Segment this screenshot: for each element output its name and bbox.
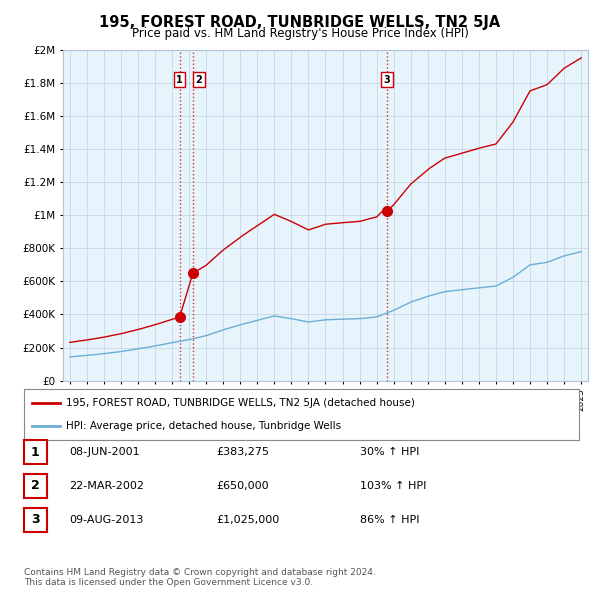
Text: 1: 1	[31, 445, 40, 458]
Text: 2: 2	[196, 75, 202, 85]
Text: £1,025,000: £1,025,000	[216, 514, 279, 525]
Text: 09-AUG-2013: 09-AUG-2013	[69, 514, 143, 525]
Text: 3: 3	[383, 75, 391, 85]
Text: 08-JUN-2001: 08-JUN-2001	[69, 447, 140, 457]
Text: 86% ↑ HPI: 86% ↑ HPI	[360, 514, 419, 525]
Text: Price paid vs. HM Land Registry's House Price Index (HPI): Price paid vs. HM Land Registry's House …	[131, 27, 469, 40]
Text: 22-MAR-2002: 22-MAR-2002	[69, 480, 144, 490]
Text: 103% ↑ HPI: 103% ↑ HPI	[360, 480, 427, 490]
Text: Contains HM Land Registry data © Crown copyright and database right 2024.
This d: Contains HM Land Registry data © Crown c…	[24, 568, 376, 587]
Text: 195, FOREST ROAD, TUNBRIDGE WELLS, TN2 5JA: 195, FOREST ROAD, TUNBRIDGE WELLS, TN2 5…	[100, 15, 500, 30]
Text: £383,275: £383,275	[216, 447, 269, 457]
Text: 2: 2	[31, 479, 40, 492]
Text: 30% ↑ HPI: 30% ↑ HPI	[360, 447, 419, 457]
Text: 3: 3	[31, 513, 40, 526]
Text: 1: 1	[176, 75, 183, 85]
Text: 195, FOREST ROAD, TUNBRIDGE WELLS, TN2 5JA (detached house): 195, FOREST ROAD, TUNBRIDGE WELLS, TN2 5…	[65, 398, 415, 408]
Text: £650,000: £650,000	[216, 480, 269, 490]
Text: HPI: Average price, detached house, Tunbridge Wells: HPI: Average price, detached house, Tunb…	[65, 421, 341, 431]
